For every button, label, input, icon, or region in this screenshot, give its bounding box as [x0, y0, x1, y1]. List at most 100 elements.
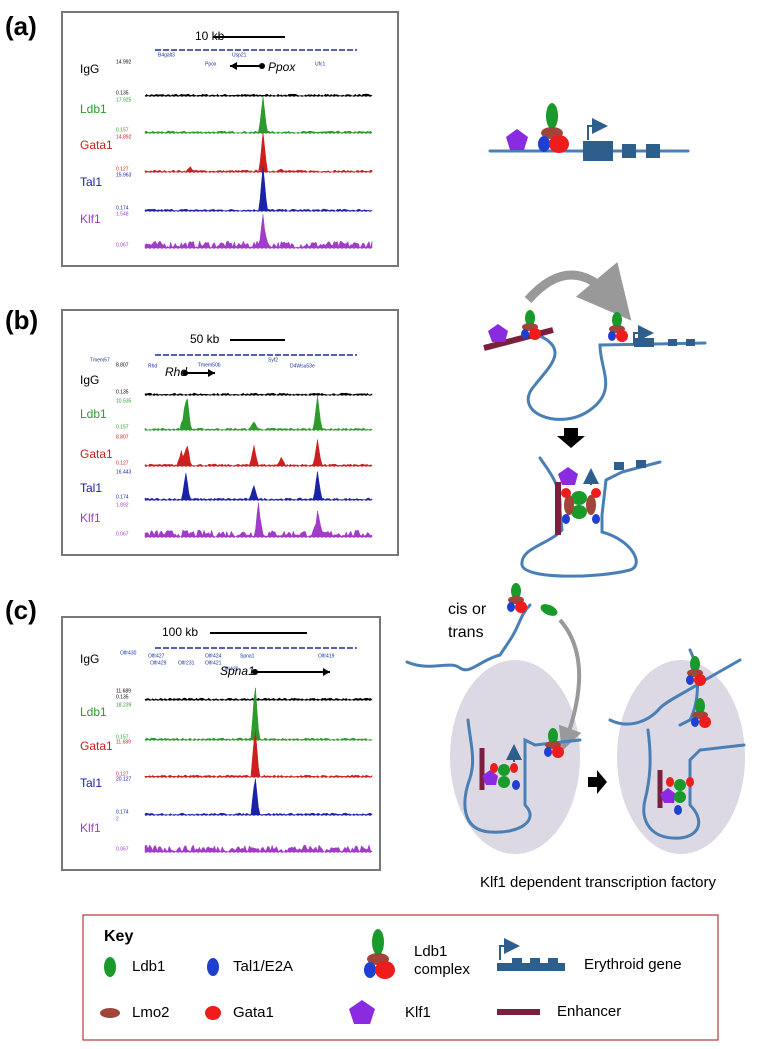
track-label: Gata1	[80, 138, 113, 152]
track-label: Ldb1	[80, 407, 107, 421]
signal-track	[144, 471, 373, 501]
key-label: Erythroid gene	[584, 956, 682, 973]
gene-name: Spna1	[220, 664, 255, 678]
track-min: 0.157	[116, 734, 129, 740]
signal-track	[144, 96, 373, 134]
track-min: 0.135	[116, 90, 129, 96]
signal-track	[144, 697, 373, 701]
track-max: 2	[116, 816, 119, 822]
track-max: 11.689	[116, 688, 131, 694]
browser-gene-label: Ufc1	[315, 61, 326, 67]
gene-arrow-dot	[252, 669, 258, 675]
browser-gene-label: B4galt3	[158, 52, 175, 58]
track-min: 0.174	[116, 205, 129, 211]
signal-track	[144, 395, 373, 431]
track-min: 0.127	[116, 460, 129, 466]
track-max: 8.807	[116, 362, 129, 368]
browser-gene-label: Olfr421	[205, 660, 222, 666]
browser-gene-label: Tmem50b	[198, 362, 221, 368]
track-label: IgG	[80, 62, 99, 76]
diagram-b	[483, 261, 707, 578]
key-label: Ldb1	[132, 958, 165, 975]
gene-name: Ppox	[268, 60, 296, 74]
browser-frame	[61, 11, 399, 267]
panel-label: (a)	[5, 11, 37, 41]
track-max: 15.963	[116, 172, 132, 178]
key-label: complex	[414, 961, 470, 978]
browser-gene-label: Rhd	[148, 363, 157, 369]
browser-gene-label: Ppox	[205, 61, 217, 67]
signal-track	[144, 132, 373, 173]
signal-track	[144, 687, 373, 741]
key-label: Gata1	[233, 1004, 274, 1021]
track-max: 1.548	[116, 211, 129, 217]
browser-gene-label: Olfr429	[150, 660, 167, 666]
diagram-a	[488, 103, 690, 161]
key-label: Klf1	[405, 1004, 431, 1021]
track-max: 8.807	[116, 434, 129, 440]
track-label: Klf1	[80, 511, 101, 525]
gene-arrow-dot	[259, 63, 265, 69]
track-label: Tal1	[80, 481, 102, 495]
diagram-c: cis or trans Klf1 dependent transcriptio…	[405, 583, 746, 891]
track-label: IgG	[80, 652, 99, 666]
gene-arrow-head	[230, 62, 237, 70]
signal-track	[144, 166, 373, 212]
track-min: 0.067	[116, 242, 129, 248]
track-max: 20.127	[116, 776, 132, 782]
browser-gene-label: D4Wsu53e	[290, 363, 315, 369]
track-min: 0.174	[116, 809, 129, 815]
key-label: Ldb1	[414, 943, 447, 960]
track-label: Tal1	[80, 175, 102, 189]
browser-gene-label: Olfr419	[318, 653, 335, 659]
browser-gene-label: Olfr231	[178, 660, 195, 666]
panel-label: (b)	[5, 305, 38, 335]
track-max: 14.892	[116, 134, 132, 140]
browser-gene-label: Olfr420	[222, 666, 239, 672]
signal-track	[144, 93, 373, 97]
track-min: 0.067	[116, 846, 129, 852]
track-max: 11.689	[116, 739, 131, 745]
track-min: 0.135	[116, 694, 129, 700]
gene-arrow-dot	[182, 370, 188, 376]
track-max: 18.239	[116, 702, 132, 708]
gene-arrow-head	[208, 369, 215, 377]
cis-trans-label: trans	[448, 624, 484, 641]
gene-arrow-head	[323, 668, 330, 676]
panel-label: (c)	[5, 595, 37, 625]
browser-gene-label: Usp21	[232, 52, 247, 58]
track-min: 0.174	[116, 494, 129, 500]
key-label: Lmo2	[132, 1004, 170, 1021]
browser-frame	[61, 616, 381, 871]
signal-track	[144, 214, 373, 249]
key-title: Key	[104, 928, 133, 945]
signal-track	[144, 392, 373, 396]
browser-gene-label: Syf2	[268, 357, 278, 363]
track-label: Klf1	[80, 212, 101, 226]
key-label: Tal1/E2A	[233, 958, 293, 975]
scale-label: 10 kb	[195, 29, 225, 43]
browser-gene-label: Olfr430	[120, 650, 137, 656]
track-min: 0.127	[116, 771, 129, 777]
track-label: Ldb1	[80, 102, 107, 116]
signal-track	[144, 778, 373, 816]
browser-frame	[61, 309, 399, 556]
track-label: Tal1	[80, 776, 102, 790]
scale-label: 100 kb	[162, 625, 198, 639]
track-max: 14.992	[116, 59, 132, 65]
signal-track	[144, 439, 373, 467]
track-min: 0.157	[116, 127, 129, 133]
track-min: 0.135	[116, 389, 129, 395]
browser-gene-label: Tmem57	[90, 357, 110, 363]
signal-track	[144, 731, 373, 778]
track-label: Gata1	[80, 739, 113, 753]
track-label: Gata1	[80, 447, 113, 461]
track-label: Klf1	[80, 821, 101, 835]
browser-gene-label: Olfr424	[205, 653, 222, 659]
track-min: 0.067	[116, 531, 129, 537]
track-min: 0.127	[116, 166, 129, 172]
track-max: 16.443	[116, 469, 132, 475]
track-min: 0.157	[116, 424, 129, 430]
signal-track	[144, 502, 373, 538]
browser-gene-label: Spna1	[240, 653, 255, 659]
